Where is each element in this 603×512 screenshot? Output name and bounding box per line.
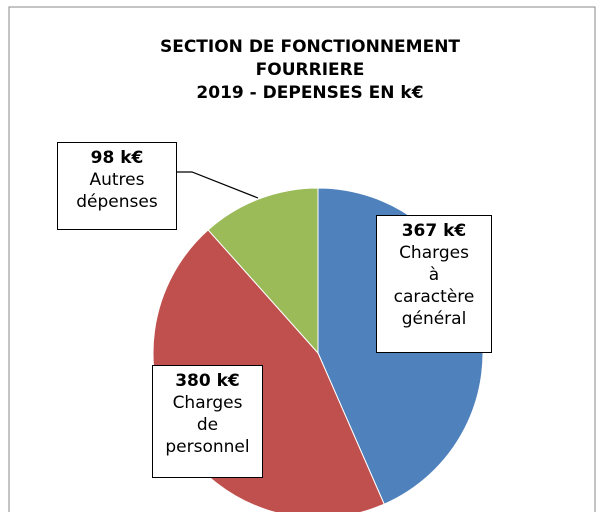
category-label: Autres dépenses [76,170,158,212]
data-label: 380 k€ Charges de personnel [152,365,263,478]
pie-slice [207,187,319,355]
category-label: Charges à caractère général [393,243,475,329]
data-label: 98 k€ Autres dépenses [57,142,177,230]
chart-title: FOURRIERE [256,60,365,80]
value-label: 367 k€ [401,221,467,241]
chart-title: SECTION DE FONCTIONNEMENT [160,37,460,57]
leader-line [176,171,259,199]
chart-title: 2019 - DEPENSES EN k€ [196,83,423,103]
category-label: Charges de personnel [165,393,250,457]
value-label: 380 k€ [175,371,240,391]
value-label: 98 k€ [90,148,144,168]
data-label: 367 k€ Charges à caractère général [376,215,492,353]
